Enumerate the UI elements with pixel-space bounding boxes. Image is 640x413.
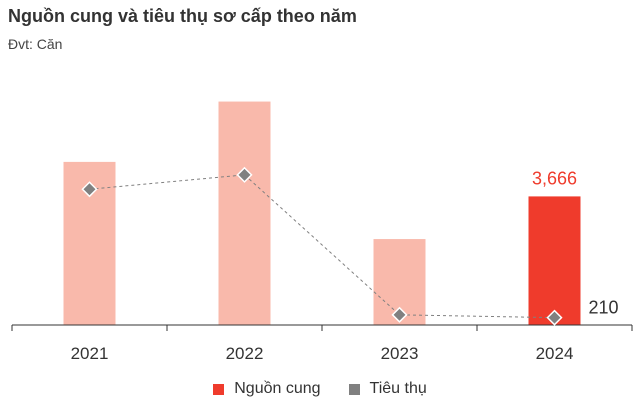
bar-2022 (218, 101, 271, 325)
legend-label-supply: Nguồn cung (234, 380, 321, 397)
bar-2024 (528, 196, 581, 325)
x-tick-label-2024: 2024 (536, 344, 574, 363)
consumption-marker-2023 (391, 306, 408, 323)
x-tick-label-2021: 2021 (71, 344, 109, 363)
legend-label-consumption: Tiêu thụ (369, 380, 427, 397)
data-label-supply-2024: 3,666 (532, 168, 577, 188)
consumption-marker-2022 (236, 166, 253, 183)
x-tick-label-2023: 2023 (381, 344, 419, 363)
consumption-marker-2024 (546, 309, 563, 326)
legend-item-consumption: Tiêu thụ (348, 380, 427, 398)
chart-title: Nguồn cung và tiêu thụ sơ cấp theo năm (8, 6, 357, 26)
legend-swatch-supply (213, 383, 225, 395)
legend-swatch-consumption (348, 383, 360, 395)
consumption-marker-2021 (81, 181, 98, 198)
legend: Nguồn cung Tiêu thụ (0, 380, 640, 398)
consumption-line (89, 174, 555, 319)
chart-subtitle: Đvt: Căn (8, 36, 63, 52)
x-tick-label-2022: 2022 (226, 344, 264, 363)
legend-item-supply: Nguồn cung (213, 380, 321, 398)
data-label-consumption-2024: 210 (589, 298, 619, 318)
